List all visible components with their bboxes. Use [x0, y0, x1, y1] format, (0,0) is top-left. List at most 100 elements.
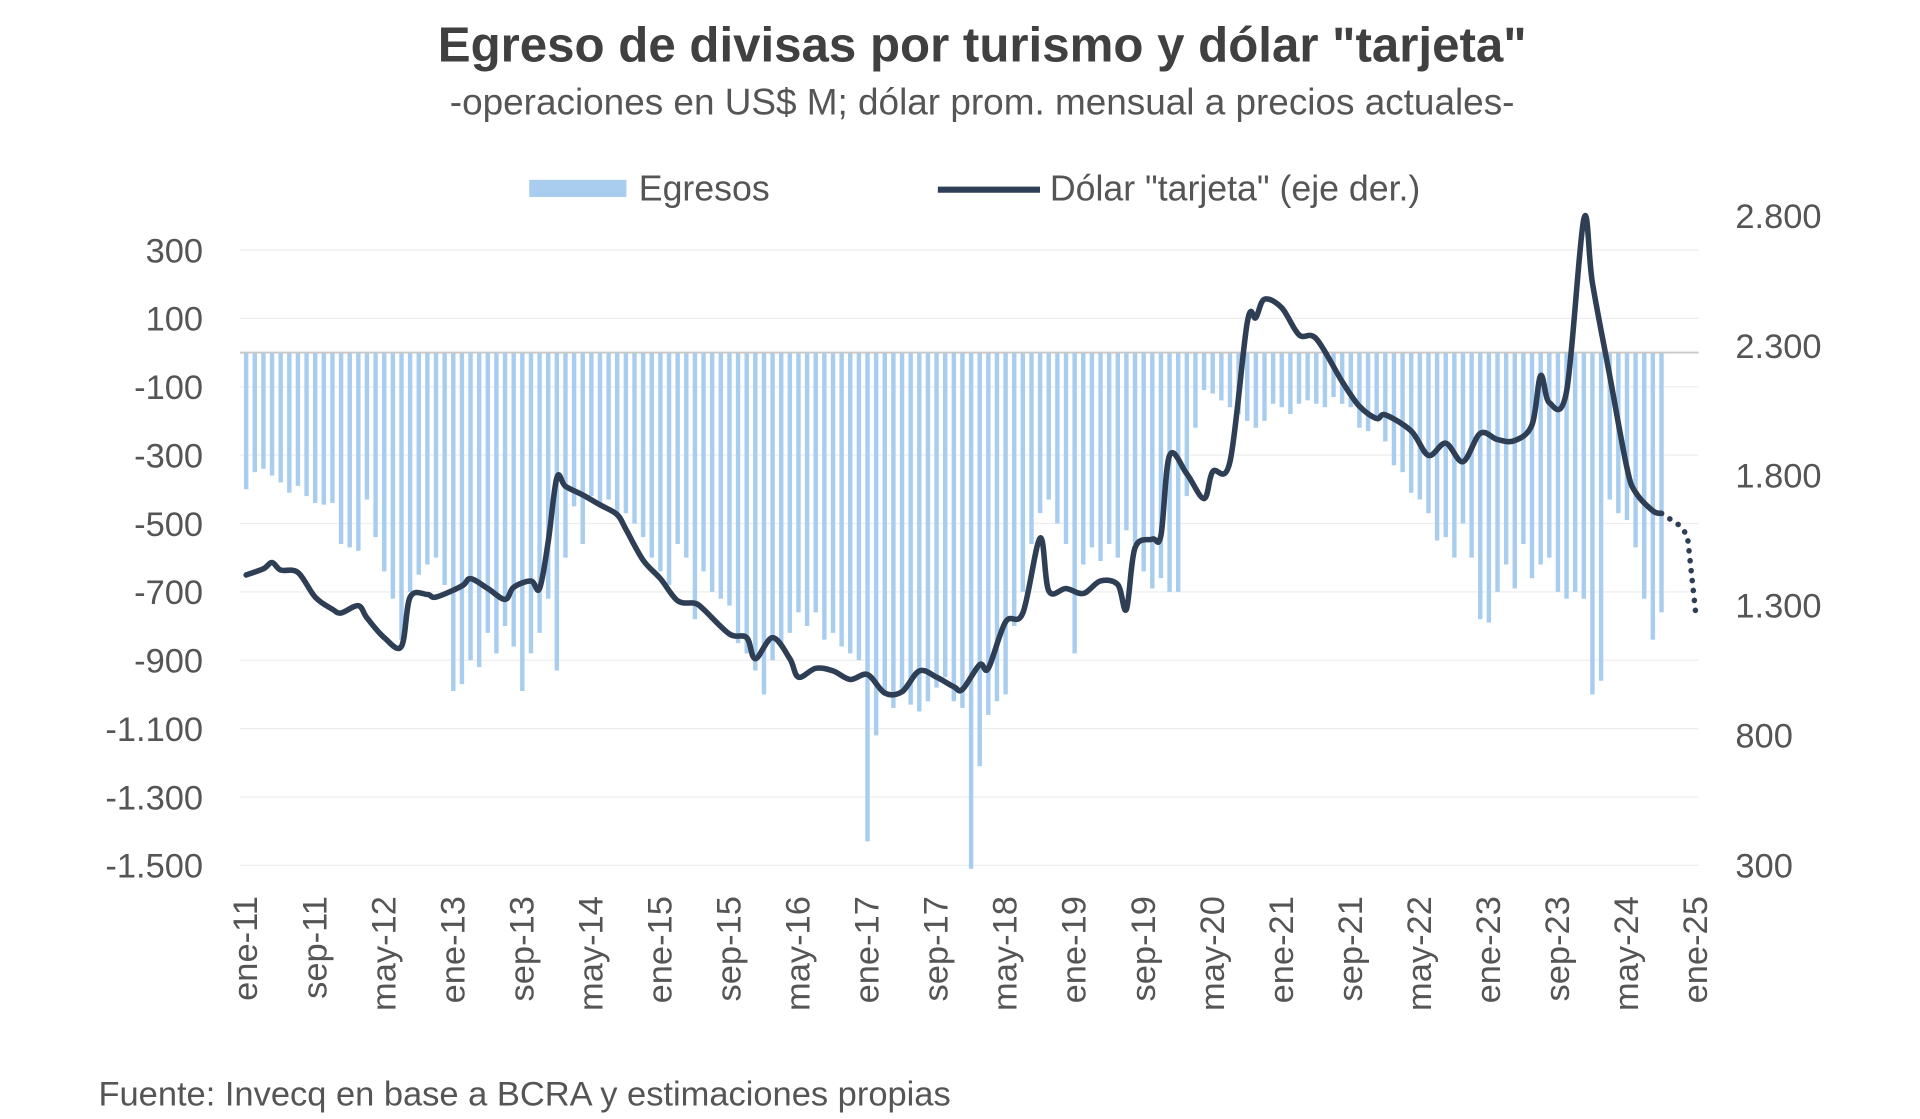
bars — [243, 352, 1664, 869]
bar — [416, 352, 421, 575]
bar — [968, 352, 974, 869]
bar — [1253, 352, 1259, 428]
bar — [839, 352, 844, 647]
bar — [356, 352, 361, 551]
bar — [252, 352, 257, 473]
bar — [761, 352, 767, 695]
bar — [856, 352, 862, 661]
bar — [1538, 352, 1543, 565]
x-tick-label: may-12 — [365, 896, 403, 1011]
bar — [589, 352, 594, 497]
right-tick-label: 800 — [1735, 718, 1792, 756]
bar — [882, 352, 887, 695]
bar — [658, 352, 663, 572]
bar — [1348, 352, 1354, 408]
bar — [1512, 352, 1517, 589]
x-tick-label: may-24 — [1608, 896, 1646, 1011]
bar — [287, 352, 292, 493]
bar — [243, 352, 249, 490]
right-axis-ticks: 2.800 2.300 1.800 1.300 800 300 — [1735, 198, 1821, 886]
left-axis-ticks: 300 100 -100 -300 -500 -700 -900 -1.100 -1.300 -1… — [105, 232, 203, 885]
bar — [1478, 352, 1483, 620]
bar — [1288, 352, 1293, 415]
bar — [606, 352, 611, 500]
bar — [623, 352, 629, 514]
bar — [1503, 352, 1509, 565]
legend-bars-label: Egresos — [639, 169, 770, 209]
bar — [779, 352, 784, 647]
bar — [1572, 352, 1578, 592]
chart-title: Egreso de divisas por turismo y dólar "t… — [438, 18, 1527, 73]
bar — [1124, 352, 1129, 531]
bar — [1590, 352, 1595, 695]
bar — [1469, 352, 1474, 558]
bar — [701, 352, 706, 572]
bar — [1314, 352, 1319, 404]
bar — [1270, 352, 1276, 404]
bar — [597, 352, 603, 503]
x-tick-label: sep-23 — [1539, 896, 1577, 1001]
bar — [1262, 352, 1267, 421]
line-series — [243, 213, 1699, 698]
x-tick-label: may-14 — [572, 896, 610, 1011]
bar — [632, 352, 637, 524]
x-tick-label: ene-25 — [1677, 896, 1715, 1003]
x-tick-label: ene-19 — [1056, 896, 1094, 1003]
bar — [1547, 352, 1552, 558]
bar — [1296, 352, 1302, 404]
bar — [1132, 352, 1138, 544]
bar — [934, 352, 939, 688]
bar — [770, 352, 775, 661]
left-tick-label: -300 — [134, 437, 203, 475]
x-tick-label: sep-17 — [918, 896, 956, 1001]
bar — [476, 352, 482, 668]
bar — [494, 352, 499, 654]
bar — [1564, 352, 1569, 599]
right-tick-label: 1.300 — [1735, 588, 1821, 626]
bar — [1012, 352, 1017, 627]
bar — [1642, 352, 1647, 599]
bar — [1495, 352, 1500, 592]
bar — [1046, 352, 1051, 500]
bar — [1193, 352, 1198, 428]
right-tick-label: 1.800 — [1735, 458, 1821, 496]
bar — [718, 352, 724, 599]
bar — [1150, 352, 1155, 589]
bar — [442, 352, 447, 586]
bar — [977, 352, 982, 767]
bar — [1184, 352, 1190, 497]
bar — [1374, 352, 1379, 421]
left-tick-label: 100 — [146, 301, 203, 339]
bar — [951, 352, 957, 702]
bar — [571, 352, 577, 507]
x-tick-label: ene-17 — [849, 896, 887, 1003]
bar — [338, 352, 344, 544]
bar — [537, 352, 542, 633]
bar — [330, 352, 335, 503]
bar — [1175, 352, 1181, 592]
bar — [1624, 352, 1630, 521]
bar — [347, 352, 352, 548]
bar — [1081, 352, 1086, 565]
bar — [753, 352, 758, 671]
bar — [925, 352, 931, 702]
right-tick-label: 2.800 — [1735, 198, 1821, 236]
x-tick-label: may-20 — [1194, 896, 1232, 1011]
bar — [917, 352, 922, 712]
bar — [908, 352, 913, 705]
bar — [735, 352, 741, 644]
bar — [640, 352, 646, 538]
bar — [1391, 352, 1397, 466]
bar — [684, 352, 689, 558]
x-tick-label: may-18 — [987, 896, 1025, 1011]
bar — [373, 352, 378, 538]
bar — [1581, 352, 1587, 599]
bar — [451, 352, 456, 691]
bar — [278, 352, 283, 483]
x-tick-label: ene-15 — [641, 896, 679, 1003]
bar — [1245, 352, 1250, 421]
bar — [580, 352, 585, 544]
x-tick-label: may-22 — [1401, 896, 1439, 1011]
bar — [1219, 352, 1224, 401]
bar — [459, 352, 465, 685]
